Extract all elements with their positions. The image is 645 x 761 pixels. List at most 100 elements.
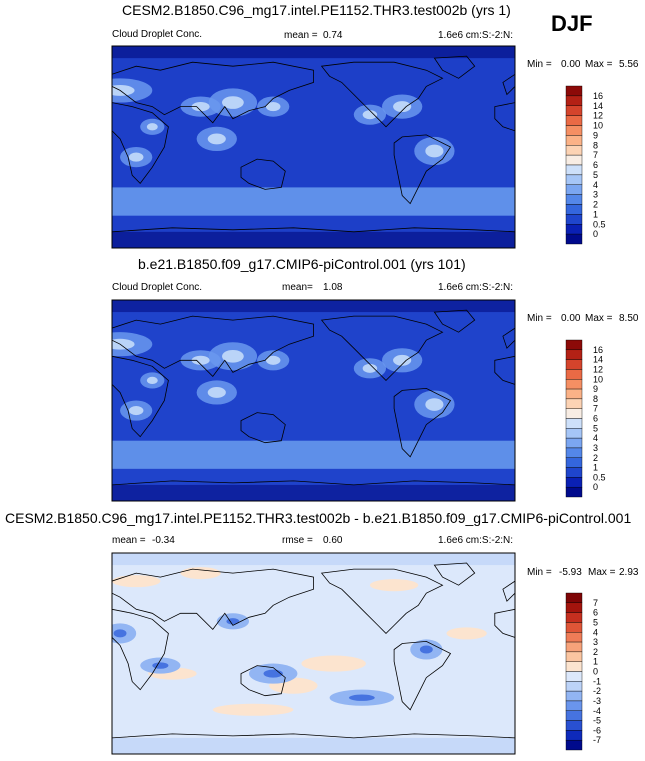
colorbar-swatch	[565, 379, 583, 390]
panel2-coastline	[240, 412, 286, 444]
colorbar-swatch	[565, 164, 583, 176]
panel3-frame	[111, 552, 516, 755]
panel3-positive-region	[180, 567, 221, 580]
colorbar-tick-label: 2	[593, 200, 598, 210]
colorbar-swatch	[565, 388, 583, 400]
colorbar-tick-label: 1	[593, 657, 598, 667]
panel1-enhanced-core	[393, 101, 412, 113]
panel2-min-label: Min =	[527, 313, 552, 324]
panel3-coastline	[502, 580, 515, 602]
colorbar-tick-label: 6	[593, 414, 598, 424]
colorbar-swatch	[565, 125, 583, 136]
colorbar-swatch	[565, 428, 583, 439]
panel3-units: 1.6e6 cm:S:-2:N:	[438, 535, 514, 546]
colorbar-swatch	[565, 194, 583, 205]
panel2-map-layer	[111, 299, 516, 502]
colorbar-tick-label: -6	[593, 725, 601, 735]
colorbar-swatch	[565, 681, 583, 692]
panel2-coastline	[494, 355, 515, 385]
colorbar-swatch	[565, 700, 583, 711]
panel2-enhanced-core	[191, 355, 210, 365]
colorbar-swatch	[565, 224, 583, 235]
colorbar-tick-label: 10	[593, 121, 603, 131]
colorbar-tick-label: 3	[593, 443, 598, 453]
colorbar-tick-label: 7	[593, 404, 598, 414]
colorbar-swatch	[565, 632, 583, 643]
panel3-coastline	[112, 733, 515, 754]
panel3-negative-core	[226, 618, 240, 625]
panel3-north-band	[112, 553, 515, 566]
panel3-coastline	[433, 562, 476, 586]
colorbar-tick-label: -3	[593, 696, 601, 706]
panel1-coastline	[112, 102, 169, 185]
panel1-coastline	[240, 158, 286, 190]
panel1-coastline	[433, 55, 476, 79]
colorbar-swatch	[565, 477, 583, 488]
colorbar-swatch	[565, 145, 583, 156]
colorbar-tick-label: 0	[593, 482, 598, 492]
colorbar-swatch	[565, 437, 583, 449]
panel1-coastline	[502, 73, 515, 96]
colorbar-tick-label: 9	[593, 130, 598, 140]
colorbar-swatch	[565, 408, 583, 419]
panel2-enhanced-core	[112, 338, 135, 350]
panel1-enhanced-core	[207, 133, 226, 145]
colorbar-tick-label: 2	[593, 453, 598, 463]
colorbar-tick-label: 7	[593, 598, 598, 608]
colorbar-tick-label: 7	[593, 150, 598, 160]
panel1-coastline	[393, 134, 452, 205]
panel1-frame	[111, 45, 516, 249]
colorbar-tick-label: 4	[593, 180, 598, 190]
colorbar-swatch	[565, 690, 583, 702]
panel1-variable: Cloud Droplet Conc.	[112, 29, 203, 40]
panel2-coastline	[112, 355, 169, 438]
panel3-negative-core	[152, 662, 169, 669]
colorbar-tick-label: 5	[593, 617, 598, 627]
panel3-map-layer	[111, 552, 516, 755]
colorbar-swatch	[565, 486, 583, 498]
colorbar-tick-label: 4	[593, 627, 598, 637]
panel3-coastline	[112, 568, 314, 631]
colorbar-swatch	[565, 622, 583, 633]
panel2-coastline	[393, 387, 452, 458]
panel3-rmse-label: rmse =	[282, 535, 313, 546]
colorbar-tick-label: 12	[593, 364, 603, 374]
colorbar-tick-label: 16	[593, 345, 603, 355]
panel1-north-band	[112, 46, 515, 59]
colorbar-tick-label: 14	[593, 101, 603, 111]
panel1-coastline	[112, 61, 314, 124]
panel1-southern-band	[112, 187, 515, 216]
panel2-coastline	[502, 327, 515, 349]
colorbar-tick-label: -5	[593, 716, 601, 726]
panel2-min-value: 0.00	[561, 313, 581, 324]
panel3-positive-region	[212, 703, 294, 716]
season-label: DJF	[551, 11, 593, 36]
panel2-enhanced-core	[393, 354, 412, 366]
panel2-max-value: 8.50	[619, 313, 639, 324]
colorbar-swatch	[565, 154, 583, 166]
panel3-title: CESM2.B1850.C96_mg17.intel.PE1152.THR3.t…	[5, 510, 632, 526]
colorbar-swatch	[565, 398, 583, 409]
colorbar-swatch	[565, 720, 583, 731]
colorbar-tick-label: 8	[593, 394, 598, 404]
panel3-coastline	[494, 608, 515, 638]
colorbar-swatch	[565, 174, 583, 185]
colorbar-swatch	[565, 135, 583, 146]
panel2-enhanced-core	[425, 398, 444, 411]
colorbar-swatch	[565, 457, 583, 468]
panel1-max-label: Max =	[585, 59, 613, 70]
colorbar-swatch	[565, 592, 583, 604]
colorbar-swatch	[565, 661, 583, 672]
panel1-enhanced-core	[425, 144, 444, 158]
colorbar-swatch	[565, 602, 583, 613]
panel1-max-value: 5.56	[619, 59, 639, 70]
colorbar-tick-label: 2	[593, 647, 598, 657]
colorbar-swatch	[565, 730, 583, 741]
colorbar-swatch	[565, 184, 583, 195]
panel1-coastline	[112, 227, 515, 248]
panel2-coastline	[320, 315, 444, 381]
panel3-positive-region	[446, 627, 487, 640]
colorbar-tick-label: 10	[593, 374, 603, 384]
panel2-coastline	[112, 480, 515, 501]
